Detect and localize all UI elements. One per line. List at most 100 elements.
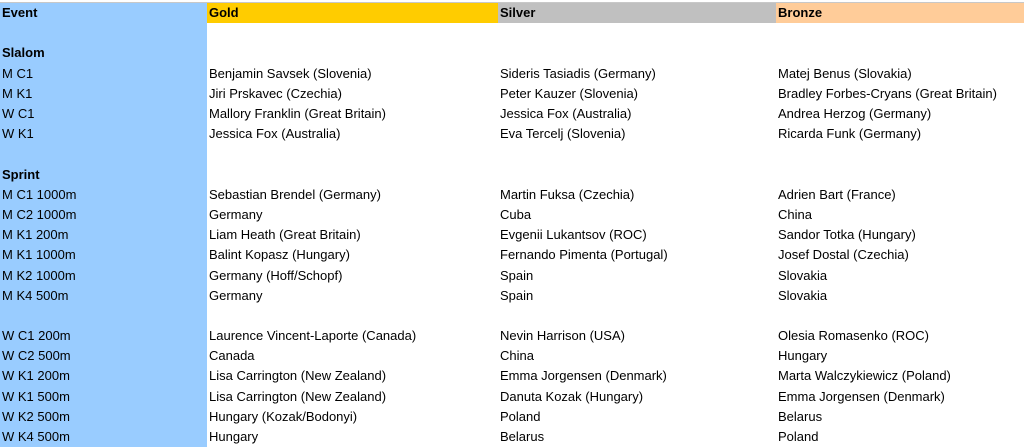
- silver-cell[interactable]: [498, 23, 776, 43]
- bronze-cell[interactable]: [776, 23, 1024, 43]
- gold-cell[interactable]: [207, 43, 498, 63]
- bronze-cell[interactable]: Andrea Herzog (Germany): [778, 106, 932, 122]
- silver-cell[interactable]: Emma Jorgensen (Denmark): [500, 368, 667, 384]
- event-cell[interactable]: W K1 500m: [0, 386, 207, 407]
- header-event[interactable]: Event: [0, 3, 207, 24]
- bronze-cell[interactable]: [776, 144, 1024, 164]
- silver-cell[interactable]: [498, 165, 776, 185]
- event-cell[interactable]: Sprint: [0, 164, 207, 185]
- gold-cell[interactable]: [207, 306, 498, 326]
- bronze-cell[interactable]: Slovakia: [778, 287, 828, 303]
- silver-cell[interactable]: Fernando Pimenta (Portugal): [500, 247, 668, 263]
- bronze-cell[interactable]: Hungary: [778, 348, 828, 364]
- event-cell[interactable]: M C2 1000m: [0, 204, 207, 226]
- gold-cell[interactable]: [207, 165, 498, 185]
- gold-cell[interactable]: Hungary: [209, 429, 259, 445]
- gold-cell[interactable]: Hungary (Kozak/Bodonyi): [209, 408, 358, 424]
- gold-cell[interactable]: [207, 23, 498, 43]
- bronze-cell[interactable]: Slovakia: [778, 267, 828, 283]
- silver-cell[interactable]: Poland: [500, 408, 541, 424]
- event-cell[interactable]: M K1 1000m: [0, 245, 207, 266]
- event-cell[interactable]: M K2 1000m: [0, 265, 207, 286]
- silver-cell[interactable]: Spain: [500, 267, 534, 283]
- silver-cell[interactable]: Eva Tercelj (Slovenia): [500, 126, 626, 142]
- bronze-cell[interactable]: Adrien Bart (France): [778, 186, 896, 202]
- event-cell[interactable]: W K2 500m: [0, 406, 207, 427]
- gold-cell[interactable]: Jiri Prskavec (Czechia): [209, 85, 342, 101]
- gold-cell[interactable]: Mallory Franklin (Great Britain): [209, 106, 386, 122]
- table-row: M C1 1000m Sebastian Brendel (Germany) Mar…: [0, 184, 1024, 205]
- silver-cell[interactable]: Cuba: [500, 206, 532, 222]
- event-cell[interactable]: M C1 1000m: [0, 184, 207, 205]
- bronze-cell[interactable]: Ricarda Funk (Germany): [778, 126, 922, 142]
- table-row: M K1 200m Liam Heath (Great Britain) Evgen…: [0, 225, 1024, 246]
- gold-cell[interactable]: Germany (Hoff/Schopf): [209, 267, 343, 283]
- table-row: M K1 Jiri Prskavec (Czechia) Peter Kauzer …: [0, 83, 1024, 104]
- table-row: W C2 500m Canada China Hungary: [0, 346, 1024, 367]
- gold-cell[interactable]: Sebastian Brendel (Germany): [209, 186, 381, 202]
- bronze-cell[interactable]: Matej Benus (Slovakia): [778, 65, 912, 81]
- silver-cell[interactable]: [498, 306, 776, 326]
- bronze-cell[interactable]: Belarus: [778, 408, 823, 424]
- table-row: M C2 1000m Germany Cuba China: [0, 204, 1024, 226]
- header-bronze[interactable]: Bronze: [776, 3, 1024, 24]
- header-gold[interactable]: Gold: [207, 3, 498, 24]
- event-cell[interactable]: M C1: [0, 63, 207, 84]
- bronze-cell[interactable]: Marta Walczykiewicz (Poland): [778, 368, 951, 384]
- silver-cell[interactable]: Martin Fuksa (Czechia): [500, 186, 635, 202]
- silver-cell[interactable]: Jessica Fox (Australia): [500, 106, 632, 122]
- table-row: W K1 200m Lisa Carrington (New Zealand) Em…: [0, 366, 1024, 387]
- table-row: W C1 200m Laurence Vincent-Laporte (Canad…: [0, 326, 1024, 347]
- header-silver[interactable]: Silver: [498, 3, 776, 24]
- bronze-cell[interactable]: Emma Jorgensen (Denmark): [778, 388, 945, 404]
- event-cell[interactable]: W K4 500m: [0, 426, 207, 447]
- event-cell[interactable]: M K1 200m: [0, 225, 207, 246]
- table-row: M C1 Benjamin Savsek (Slovenia) Sideris Ta…: [0, 63, 1024, 84]
- event-cell[interactable]: W C2 500m: [0, 346, 207, 367]
- gold-cell[interactable]: [207, 144, 498, 164]
- event-cell[interactable]: [0, 23, 207, 44]
- bronze-cell[interactable]: Josef Dostal (Czechia): [778, 247, 909, 263]
- silver-cell[interactable]: Spain: [500, 287, 534, 303]
- silver-cell[interactable]: [498, 144, 776, 164]
- gold-cell[interactable]: Laurence Vincent-Laporte (Canada): [209, 328, 417, 344]
- gold-cell[interactable]: Germany: [209, 206, 263, 222]
- gold-cell[interactable]: Benjamin Savsek (Slovenia): [209, 65, 372, 81]
- silver-cell[interactable]: Evgenii Lukantsov (ROC): [500, 227, 647, 243]
- gold-cell[interactable]: Canada: [209, 348, 255, 364]
- silver-cell[interactable]: Nevin Harrison (USA): [500, 328, 625, 344]
- event-cell[interactable]: Slalom: [0, 43, 207, 64]
- bronze-cell[interactable]: Bradley Forbes-Cryans (Great Britain): [778, 85, 997, 101]
- gold-cell[interactable]: Germany: [209, 287, 263, 303]
- gold-cell[interactable]: Jessica Fox (Australia): [209, 126, 341, 142]
- silver-cell[interactable]: Sideris Tasiadis (Germany): [500, 65, 656, 81]
- event-cell[interactable]: W K1: [0, 124, 207, 145]
- silver-cell[interactable]: Peter Kauzer (Slovenia): [500, 85, 639, 101]
- bronze-cell[interactable]: [776, 306, 1024, 326]
- event-cell[interactable]: W K1 200m: [0, 366, 207, 387]
- table-row: W K2 500m Hungary (Kozak/Bodonyi) Poland Be…: [0, 406, 1024, 427]
- event-cell[interactable]: [0, 305, 207, 326]
- gold-cell[interactable]: Lisa Carrington (New Zealand): [209, 388, 387, 404]
- table-row: W C1 Mallory Franklin (Great Britain) Jess…: [0, 103, 1024, 125]
- event-cell[interactable]: [0, 144, 207, 165]
- bronze-cell[interactable]: Sandor Totka (Hungary): [778, 227, 916, 243]
- bronze-cell[interactable]: [776, 165, 1024, 185]
- bronze-cell[interactable]: [776, 43, 1024, 63]
- event-cell[interactable]: M K4 500m: [0, 285, 207, 306]
- bronze-cell[interactable]: Olesia Romasenko (ROC): [778, 328, 929, 344]
- silver-cell[interactable]: China: [500, 348, 534, 364]
- gold-cell[interactable]: Liam Heath (Great Britain): [209, 227, 361, 243]
- silver-cell[interactable]: [498, 43, 776, 63]
- silver-cell[interactable]: Belarus: [500, 429, 545, 445]
- bronze-cell[interactable]: China: [778, 206, 812, 222]
- event-cell[interactable]: W C1: [0, 103, 207, 125]
- bronze-cell[interactable]: Poland: [778, 429, 819, 445]
- event-cell[interactable]: W C1 200m: [0, 326, 207, 347]
- event-cell[interactable]: M K1: [0, 83, 207, 104]
- table-row: M K1 1000m Balint Kopasz (Hungary) Fernand…: [0, 245, 1024, 266]
- section-row: Slalom: [0, 43, 1024, 64]
- silver-cell[interactable]: Danuta Kozak (Hungary): [500, 388, 644, 404]
- gold-cell[interactable]: Lisa Carrington (New Zealand): [209, 368, 387, 384]
- gold-cell[interactable]: Balint Kopasz (Hungary): [209, 247, 350, 263]
